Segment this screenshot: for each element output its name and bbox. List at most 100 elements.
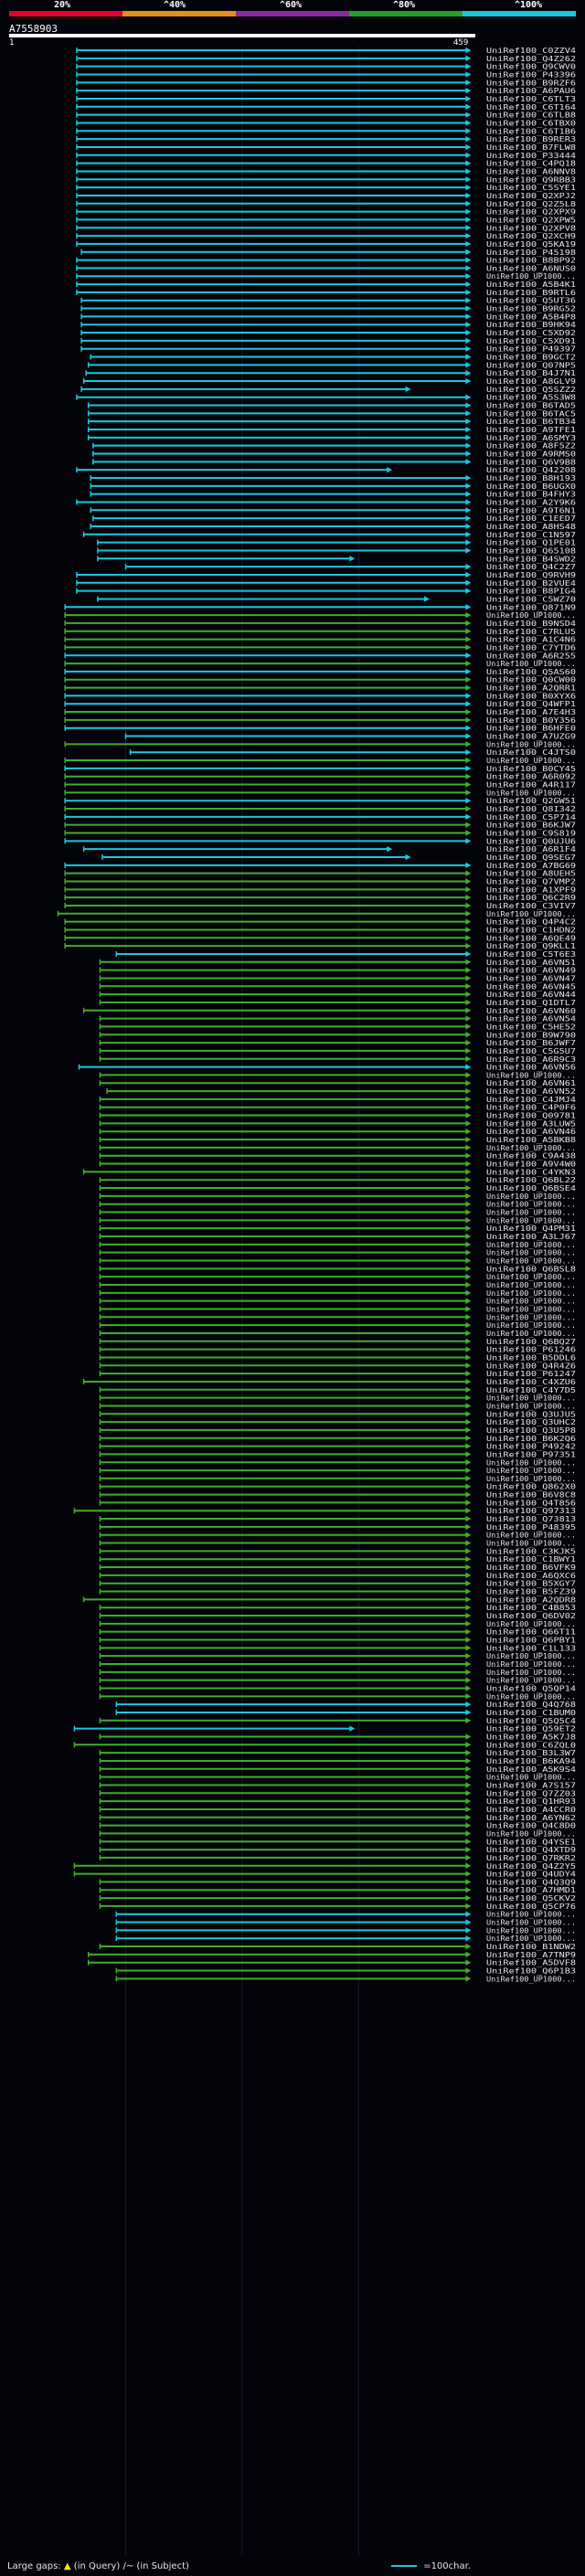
hit-label[interactable]: UniRef100_UP1000... — [486, 1394, 576, 1403]
hit-row[interactable]: UniRef100_B5DDL6 — [100, 1353, 576, 1362]
hit-row[interactable]: UniRef100_UP1000... — [65, 660, 576, 668]
hit-label[interactable]: UniRef100_A6VN45 — [486, 982, 576, 991]
hit-row[interactable]: UniRef100_A9RMS0 — [93, 451, 576, 459]
hit-label[interactable]: UniRef100_UP1000... — [486, 1209, 576, 1217]
hit-label[interactable]: UniRef100_A6R9C3 — [486, 1055, 576, 1064]
hit-label[interactable]: UniRef100_Q5KA19 — [486, 240, 576, 249]
hit-row[interactable]: UniRef100_A3LJ67 — [100, 1233, 576, 1241]
hit-label[interactable]: UniRef100_P49397 — [486, 345, 576, 354]
hit-row[interactable]: UniRef100_UP1000... — [116, 1926, 576, 1935]
hit-row[interactable]: UniRef100_C1HDN2 — [65, 926, 576, 934]
hit-row[interactable]: UniRef100_UP1000... — [100, 1475, 576, 1483]
hit-label[interactable]: UniRef100_B0CY45 — [486, 765, 576, 773]
hit-label[interactable]: UniRef100_Q3UJU5 — [486, 1410, 576, 1418]
hit-label[interactable]: UniRef100_A6VN61 — [486, 1079, 576, 1087]
hit-label[interactable]: UniRef100_UP1000... — [486, 1257, 576, 1266]
hit-row[interactable]: UniRef100_B6TB34 — [89, 418, 577, 426]
hit-label[interactable]: UniRef100_C4XZU6 — [486, 1378, 576, 1386]
hit-label[interactable]: UniRef100_UP1000... — [486, 1935, 576, 1943]
hit-label[interactable]: UniRef100_P33444 — [486, 152, 576, 160]
hit-label[interactable]: UniRef100_Q862X0 — [486, 1483, 576, 1491]
hit-row[interactable]: UniRef100_Q5QP14 — [100, 1684, 576, 1692]
hit-label[interactable]: UniRef100_UP1000... — [486, 1669, 576, 1677]
hit-label[interactable]: UniRef100_C5SYE1 — [486, 184, 576, 192]
hit-label[interactable]: UniRef100_B9RZF6 — [486, 79, 576, 87]
hit-label[interactable]: UniRef100_A4CCR0 — [486, 1806, 576, 1814]
hit-label[interactable]: UniRef100_Q4Q768 — [486, 1701, 576, 1709]
hit-row[interactable]: UniRef100_C6TLB8 — [77, 111, 576, 120]
hit-row[interactable]: UniRef100_A6VN61 — [100, 1079, 576, 1087]
hit-label[interactable]: UniRef100_UP1000... — [486, 1281, 576, 1289]
hit-row[interactable]: UniRef100_A9TFE1 — [89, 426, 577, 434]
hit-label[interactable]: UniRef100_Q5SZZ2 — [486, 386, 576, 394]
hit-label[interactable]: UniRef100_B6KJW7 — [486, 822, 576, 830]
hit-row[interactable]: UniRef100_P48395 — [100, 1523, 576, 1532]
hit-label[interactable]: UniRef100_UP1000... — [486, 1313, 576, 1321]
hit-label[interactable]: UniRef100_UP1000... — [486, 1289, 576, 1298]
hit-row[interactable]: UniRef100_B9NSD4 — [65, 620, 576, 628]
hit-label[interactable]: UniRef100_C4PQ18 — [486, 160, 576, 168]
hit-row[interactable]: UniRef100_Q2XPV8 — [77, 224, 576, 232]
hit-label[interactable]: UniRef100_A8HS48 — [486, 523, 576, 531]
hit-row[interactable]: UniRef100_UP1000... — [65, 757, 576, 765]
hit-label[interactable]: UniRef100_Q1PE01 — [486, 539, 576, 547]
hit-label[interactable]: UniRef100_C4JMJ4 — [486, 1096, 576, 1104]
hit-row[interactable]: UniRef100_UP1000... — [116, 1911, 576, 1919]
hit-label[interactable]: UniRef100_Q5Q5C4 — [486, 1717, 576, 1725]
hit-label[interactable]: UniRef100_Q1HR93 — [486, 1797, 576, 1806]
hit-label[interactable]: UniRef100_Q4C8D0 — [486, 1822, 576, 1830]
hit-row[interactable]: UniRef100_C1L133 — [100, 1644, 576, 1652]
hit-row[interactable]: UniRef100_UP1000... — [100, 1201, 576, 1209]
hit-row[interactable]: UniRef100_C6ZQL0 — [74, 1741, 576, 1749]
hit-row[interactable]: UniRef100_B7FLW8 — [77, 143, 576, 152]
hit-label[interactable]: UniRef100_A5S3W8 — [486, 394, 576, 402]
hit-row[interactable]: UniRef100_B1NDW2 — [100, 1943, 576, 1951]
hit-label[interactable]: UniRef100_B8H193 — [486, 474, 576, 482]
hit-row[interactable]: UniRef100_A6R9C3 — [100, 1055, 576, 1064]
hit-row[interactable]: UniRef100_Q0CW00 — [65, 676, 576, 684]
hit-row[interactable]: UniRef100_B6TAD5 — [89, 402, 577, 410]
hit-label[interactable]: UniRef100_P97351 — [486, 1450, 576, 1458]
hit-label[interactable]: UniRef100_Q9CWV0 — [486, 63, 576, 71]
hit-row[interactable]: UniRef100_B6JWF7 — [100, 1039, 576, 1047]
hit-label[interactable]: UniRef100_B6V8C8 — [486, 1491, 576, 1500]
hit-label[interactable]: UniRef100_Q65108 — [486, 546, 576, 555]
hit-label[interactable]: UniRef100_Q3UHC2 — [486, 1418, 576, 1426]
hit-row[interactable]: UniRef100_Q9RVH9 — [77, 571, 576, 579]
hit-label[interactable]: UniRef100_UP1000... — [486, 1475, 576, 1483]
hit-label[interactable]: UniRef100_Q9RVH9 — [486, 571, 576, 579]
hit-label[interactable]: UniRef100_A5B4K1 — [486, 281, 576, 289]
hit-row[interactable]: UniRef100_C1BUM0 — [116, 1709, 576, 1717]
hit-label[interactable]: UniRef100_UP1000... — [486, 740, 576, 748]
hit-label[interactable]: UniRef100_A7E4H3 — [486, 708, 576, 716]
hit-row[interactable]: UniRef100_C4P0F6 — [100, 1104, 576, 1112]
hit-row[interactable]: UniRef100_A5B4K1 — [77, 281, 576, 289]
hit-row[interactable]: UniRef100_B8BP92 — [77, 257, 576, 265]
hit-label[interactable]: UniRef100_A6PAU6 — [486, 87, 576, 95]
hit-row[interactable]: UniRef100_Q7VMP2 — [65, 877, 576, 885]
hit-label[interactable]: UniRef100_A6YN62 — [486, 1814, 576, 1822]
hit-label[interactable]: UniRef100_C6TLB8 — [486, 111, 576, 120]
hit-row[interactable]: UniRef100_UP1000... — [100, 1677, 576, 1685]
hit-label[interactable]: UniRef100_Q07NP5 — [486, 361, 576, 369]
hit-row[interactable]: UniRef100_P43396 — [77, 70, 576, 79]
hit-row[interactable]: UniRef100_A8F5Z2 — [93, 442, 576, 451]
hit-label[interactable]: UniRef100_Q6C2R9 — [486, 894, 576, 902]
hit-label[interactable]: UniRef100_A9V4W0 — [486, 1161, 576, 1169]
hit-label[interactable]: UniRef100_C1EED7 — [486, 514, 576, 523]
hit-row[interactable]: UniRef100_Q2GW51 — [65, 797, 576, 805]
hit-row[interactable]: UniRef100_B6TAC5 — [89, 409, 577, 418]
hit-row[interactable]: UniRef100_Q0UJU6 — [65, 837, 576, 845]
hit-row[interactable]: UniRef100_C5WZ70 — [98, 595, 576, 603]
hit-row[interactable]: UniRef100_A7HMD1 — [100, 1886, 576, 1894]
hit-row[interactable]: UniRef100_Q2XPX9 — [77, 208, 576, 217]
hit-row[interactable]: UniRef100_A7BG69 — [65, 862, 576, 870]
hit-label[interactable]: UniRef100_B9HK94 — [486, 321, 576, 329]
hit-label[interactable]: UniRef100_Q6V9B8 — [486, 458, 576, 466]
hit-row[interactable]: UniRef100_UP1000... — [100, 1289, 576, 1298]
hit-row[interactable]: UniRef100_UP1000... — [100, 1257, 576, 1266]
hit-label[interactable]: UniRef100_UP1000... — [486, 1975, 576, 1983]
hit-row[interactable]: UniRef100_UP1000... — [100, 1660, 576, 1669]
hit-row[interactable]: UniRef100_B4SWD2 — [98, 555, 576, 563]
hit-label[interactable]: UniRef100_A1XPF9 — [486, 885, 576, 894]
